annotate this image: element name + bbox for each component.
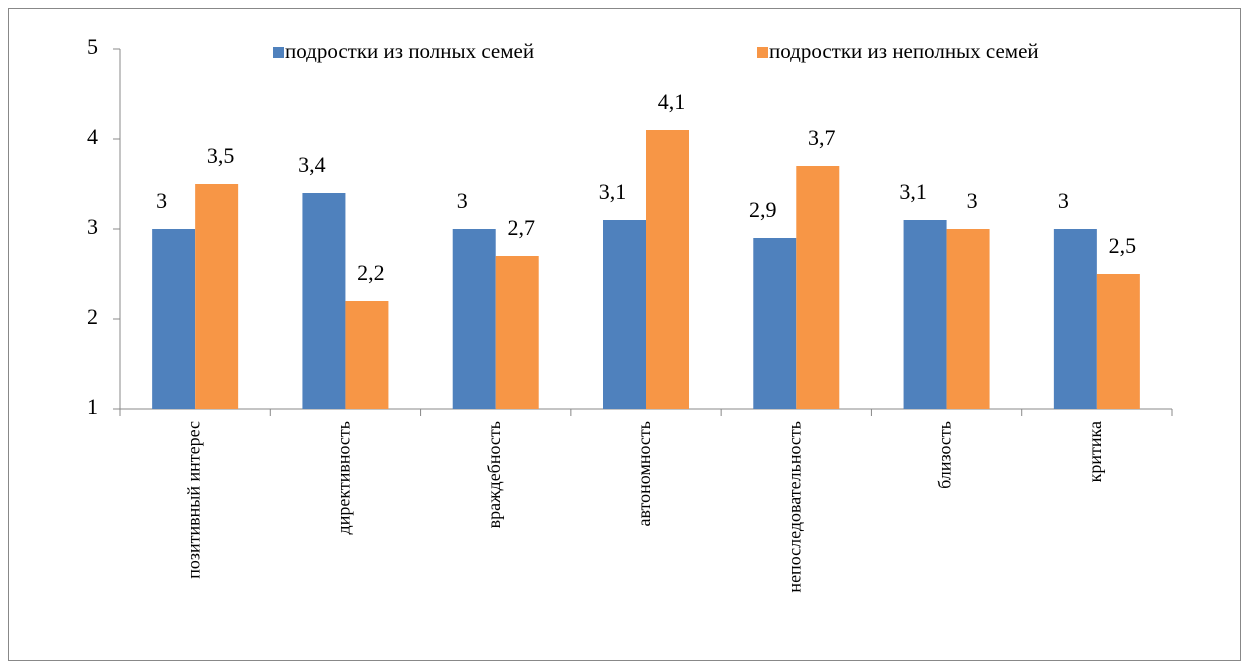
y-tick-label: 1 (87, 394, 98, 419)
y-tick-label: 3 (87, 214, 98, 239)
x-tick-label: автономность (634, 421, 654, 527)
y-tick-label: 5 (87, 34, 98, 59)
x-tick-label: позитивный интерес (183, 421, 203, 579)
legend-label: подростки из полных семей (285, 39, 534, 63)
legend-swatch (757, 47, 768, 58)
data-label: 3 (156, 188, 167, 213)
bar (796, 166, 840, 409)
x-tick-label: директивность (334, 421, 354, 534)
data-label: 4,1 (658, 89, 686, 114)
data-label: 2,9 (749, 197, 777, 222)
bar (495, 256, 539, 409)
data-label: 2,5 (1109, 233, 1137, 258)
data-label: 2,7 (507, 215, 535, 240)
bar (345, 301, 389, 409)
bar (302, 193, 346, 409)
data-label: 3 (1058, 188, 1069, 213)
bar (452, 229, 496, 409)
data-label: 3,7 (808, 125, 836, 150)
data-label: 3,1 (599, 179, 627, 204)
y-tick-label: 4 (87, 124, 98, 149)
bar (903, 220, 947, 409)
bar (646, 130, 689, 409)
bar (1096, 274, 1140, 409)
legend-label: подростки из неполных семей (769, 39, 1039, 63)
legend-swatch (273, 47, 284, 58)
data-label: 3,1 (899, 179, 927, 204)
data-label: 3 (457, 188, 468, 213)
bar (753, 238, 797, 409)
bar (603, 220, 646, 409)
data-label: 2,2 (357, 260, 385, 285)
bar (1053, 229, 1097, 409)
x-tick-label: критика (1085, 421, 1105, 482)
data-label: 3,4 (298, 152, 326, 177)
bar (946, 229, 990, 409)
data-label: 3,5 (207, 143, 235, 168)
bar (152, 229, 196, 409)
data-label: 3 (967, 188, 978, 213)
y-tick-label: 2 (87, 304, 98, 329)
x-tick-label: враждебность (484, 421, 504, 528)
x-tick-label: близость (935, 421, 955, 489)
x-tick-label: непоследовательность (784, 421, 804, 593)
bar (195, 184, 239, 409)
